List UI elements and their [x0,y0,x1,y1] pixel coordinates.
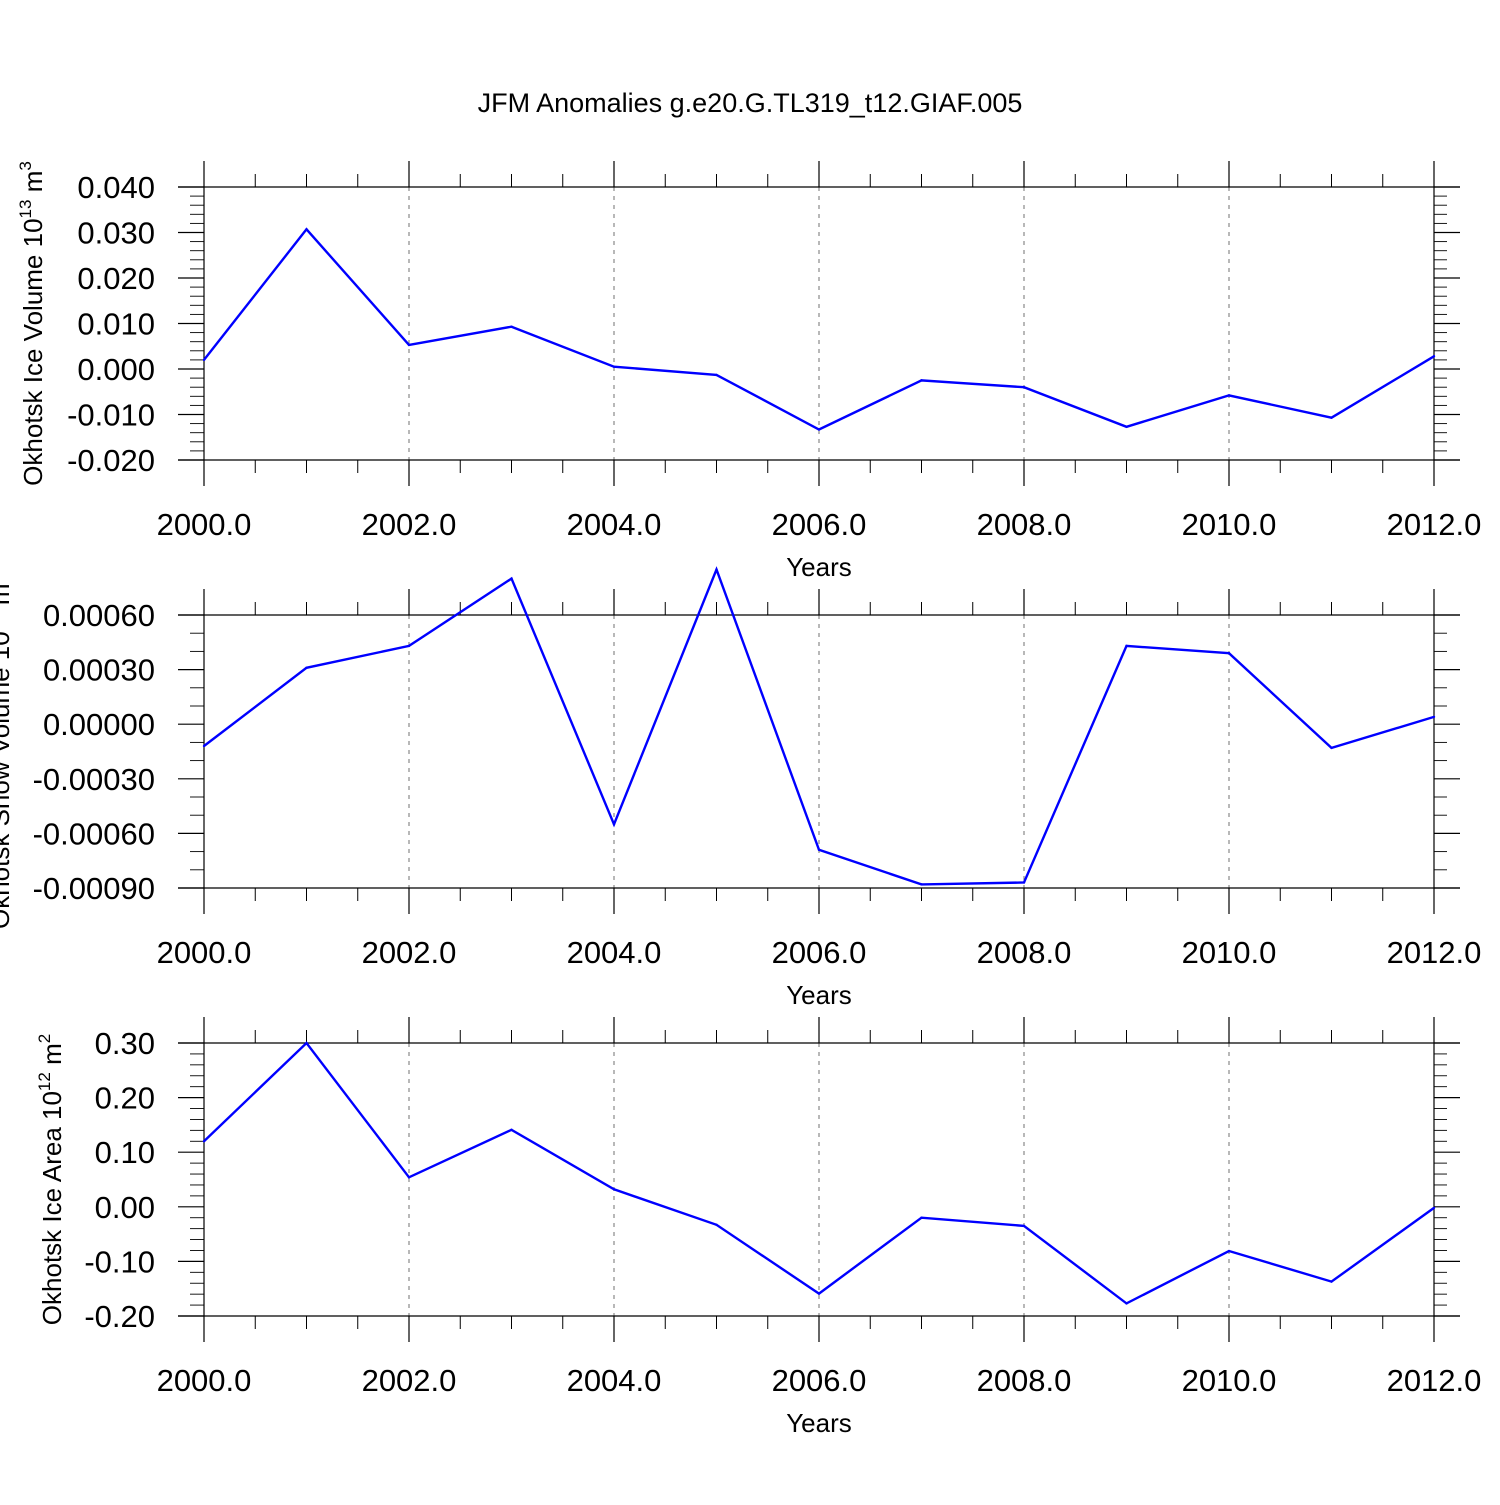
x-tick-label: 2008.0 [977,507,1072,542]
x-tick-label: 2004.0 [567,507,662,542]
data-point [1432,715,1436,719]
data-point [1022,386,1026,389]
data-point [510,1128,513,1132]
panel-3: -0.20 -0.10 0.00 0.10 0.20 0.30 2000.0 2002.0 20… [35,1017,1481,1438]
data-point [510,577,513,580]
x-tick-label: 2000.0 [157,935,252,970]
y-tick-label: 0.000 [77,352,155,387]
y-tick-label: -0.020 [67,443,155,478]
data-point [407,644,411,648]
y-axis-label: Okhotsk Ice Volume 1013 m3 [16,161,48,486]
x-tick-label: 2008.0 [977,935,1072,970]
data-point [817,428,821,431]
x-tick-label: 2006.0 [772,935,867,970]
data-point [202,358,206,362]
data-point [202,744,206,748]
data-point [1125,644,1128,648]
y-axis-label: Okhotsk Snow Volume 1013 m3 [0,574,15,929]
x-tick-label: 2004.0 [567,1363,662,1398]
data-point [715,373,718,377]
x-tick-label: 2006.0 [772,507,867,542]
y-tick-label: 0.030 [77,216,155,251]
y-tick-label: 0.020 [77,261,155,296]
y-tick-label: 0.00030 [43,653,155,688]
x-tick-label: 2010.0 [1182,1363,1277,1398]
x-tick-label: 2002.0 [362,1363,457,1398]
data-point [817,1292,821,1295]
data-point [817,848,821,851]
data-point [407,343,411,347]
data-point [1125,425,1128,428]
y-tick-label: -0.00030 [33,762,155,797]
data-point [612,1188,616,1191]
y-tick-label: 0.00 [95,1190,155,1225]
y-tick-label: -0.00060 [33,816,155,851]
x-tick-label: 2006.0 [772,1363,867,1398]
data-point [1022,1224,1026,1228]
data-point [920,1216,923,1219]
y-tick-label: 0.20 [95,1081,155,1116]
data-point [510,325,513,328]
x-tick-label: 2010.0 [1182,507,1277,542]
x-axis-label: Years [786,552,852,582]
y-tick-label: 0.30 [95,1026,155,1061]
data-point [407,1176,411,1179]
data-point [920,379,923,382]
data-point [1330,416,1333,419]
x-tick-label: 2002.0 [362,507,457,542]
data-point [202,1140,206,1143]
x-tick-label: 2004.0 [567,935,662,970]
y-tick-label: 0.040 [77,170,155,205]
panel-1: -0.020 -0.010 0.000 0.010 0.020 0.030 0.040 200… [16,161,1481,582]
x-tick-label: 2008.0 [977,1363,1072,1398]
y-tick-label: 0.00060 [43,598,155,633]
data-point [305,1041,308,1045]
y-tick-label: -0.00090 [33,871,155,906]
x-tick-label: 2000.0 [157,1363,252,1398]
data-point [1330,1280,1333,1283]
data-point [612,365,616,368]
x-axis-label: Years [786,980,852,1010]
y-tick-label: 0.10 [95,1135,155,1170]
panels: -0.020 -0.010 0.000 0.010 0.020 0.030 0.040 200… [0,161,1481,1438]
data-point [920,883,923,886]
data-point [1432,355,1436,358]
y-tick-label: 0.00000 [43,707,155,742]
data-point [1125,1302,1128,1305]
x-tick-label: 2010.0 [1182,935,1277,970]
data-point [305,228,308,231]
panel-2: -0.00090 -0.00060 -0.00030 0.00000 0.00030 0.… [0,566,1482,1010]
y-tick-label: -0.20 [84,1299,155,1334]
data-point [612,823,616,826]
data-point [1022,881,1026,884]
x-tick-label: 2012.0 [1387,935,1482,970]
y-tick-label: 0.010 [77,307,155,342]
x-tick-label: 2002.0 [362,935,457,970]
data-point [715,1223,718,1227]
data-point [1432,1206,1436,1210]
y-tick-label: -0.10 [84,1244,155,1279]
x-tick-label: 2012.0 [1387,1363,1482,1398]
y-axis-label: Okhotsk Ice Area 1012 m2 [35,1034,67,1325]
y-tick-label: -0.010 [67,398,155,433]
data-point [1227,1249,1231,1253]
data-point [1330,746,1333,750]
figure-title: JFM Anomalies g.e20.G.TL319_t12.GIAF.005 [478,88,1023,118]
data-point [305,666,308,669]
x-tick-label: 2000.0 [157,507,252,542]
x-tick-label: 2012.0 [1387,507,1482,542]
data-point [1227,652,1231,655]
x-axis-label: Years [786,1408,852,1438]
data-point [1227,394,1231,397]
data-point [715,568,718,571]
